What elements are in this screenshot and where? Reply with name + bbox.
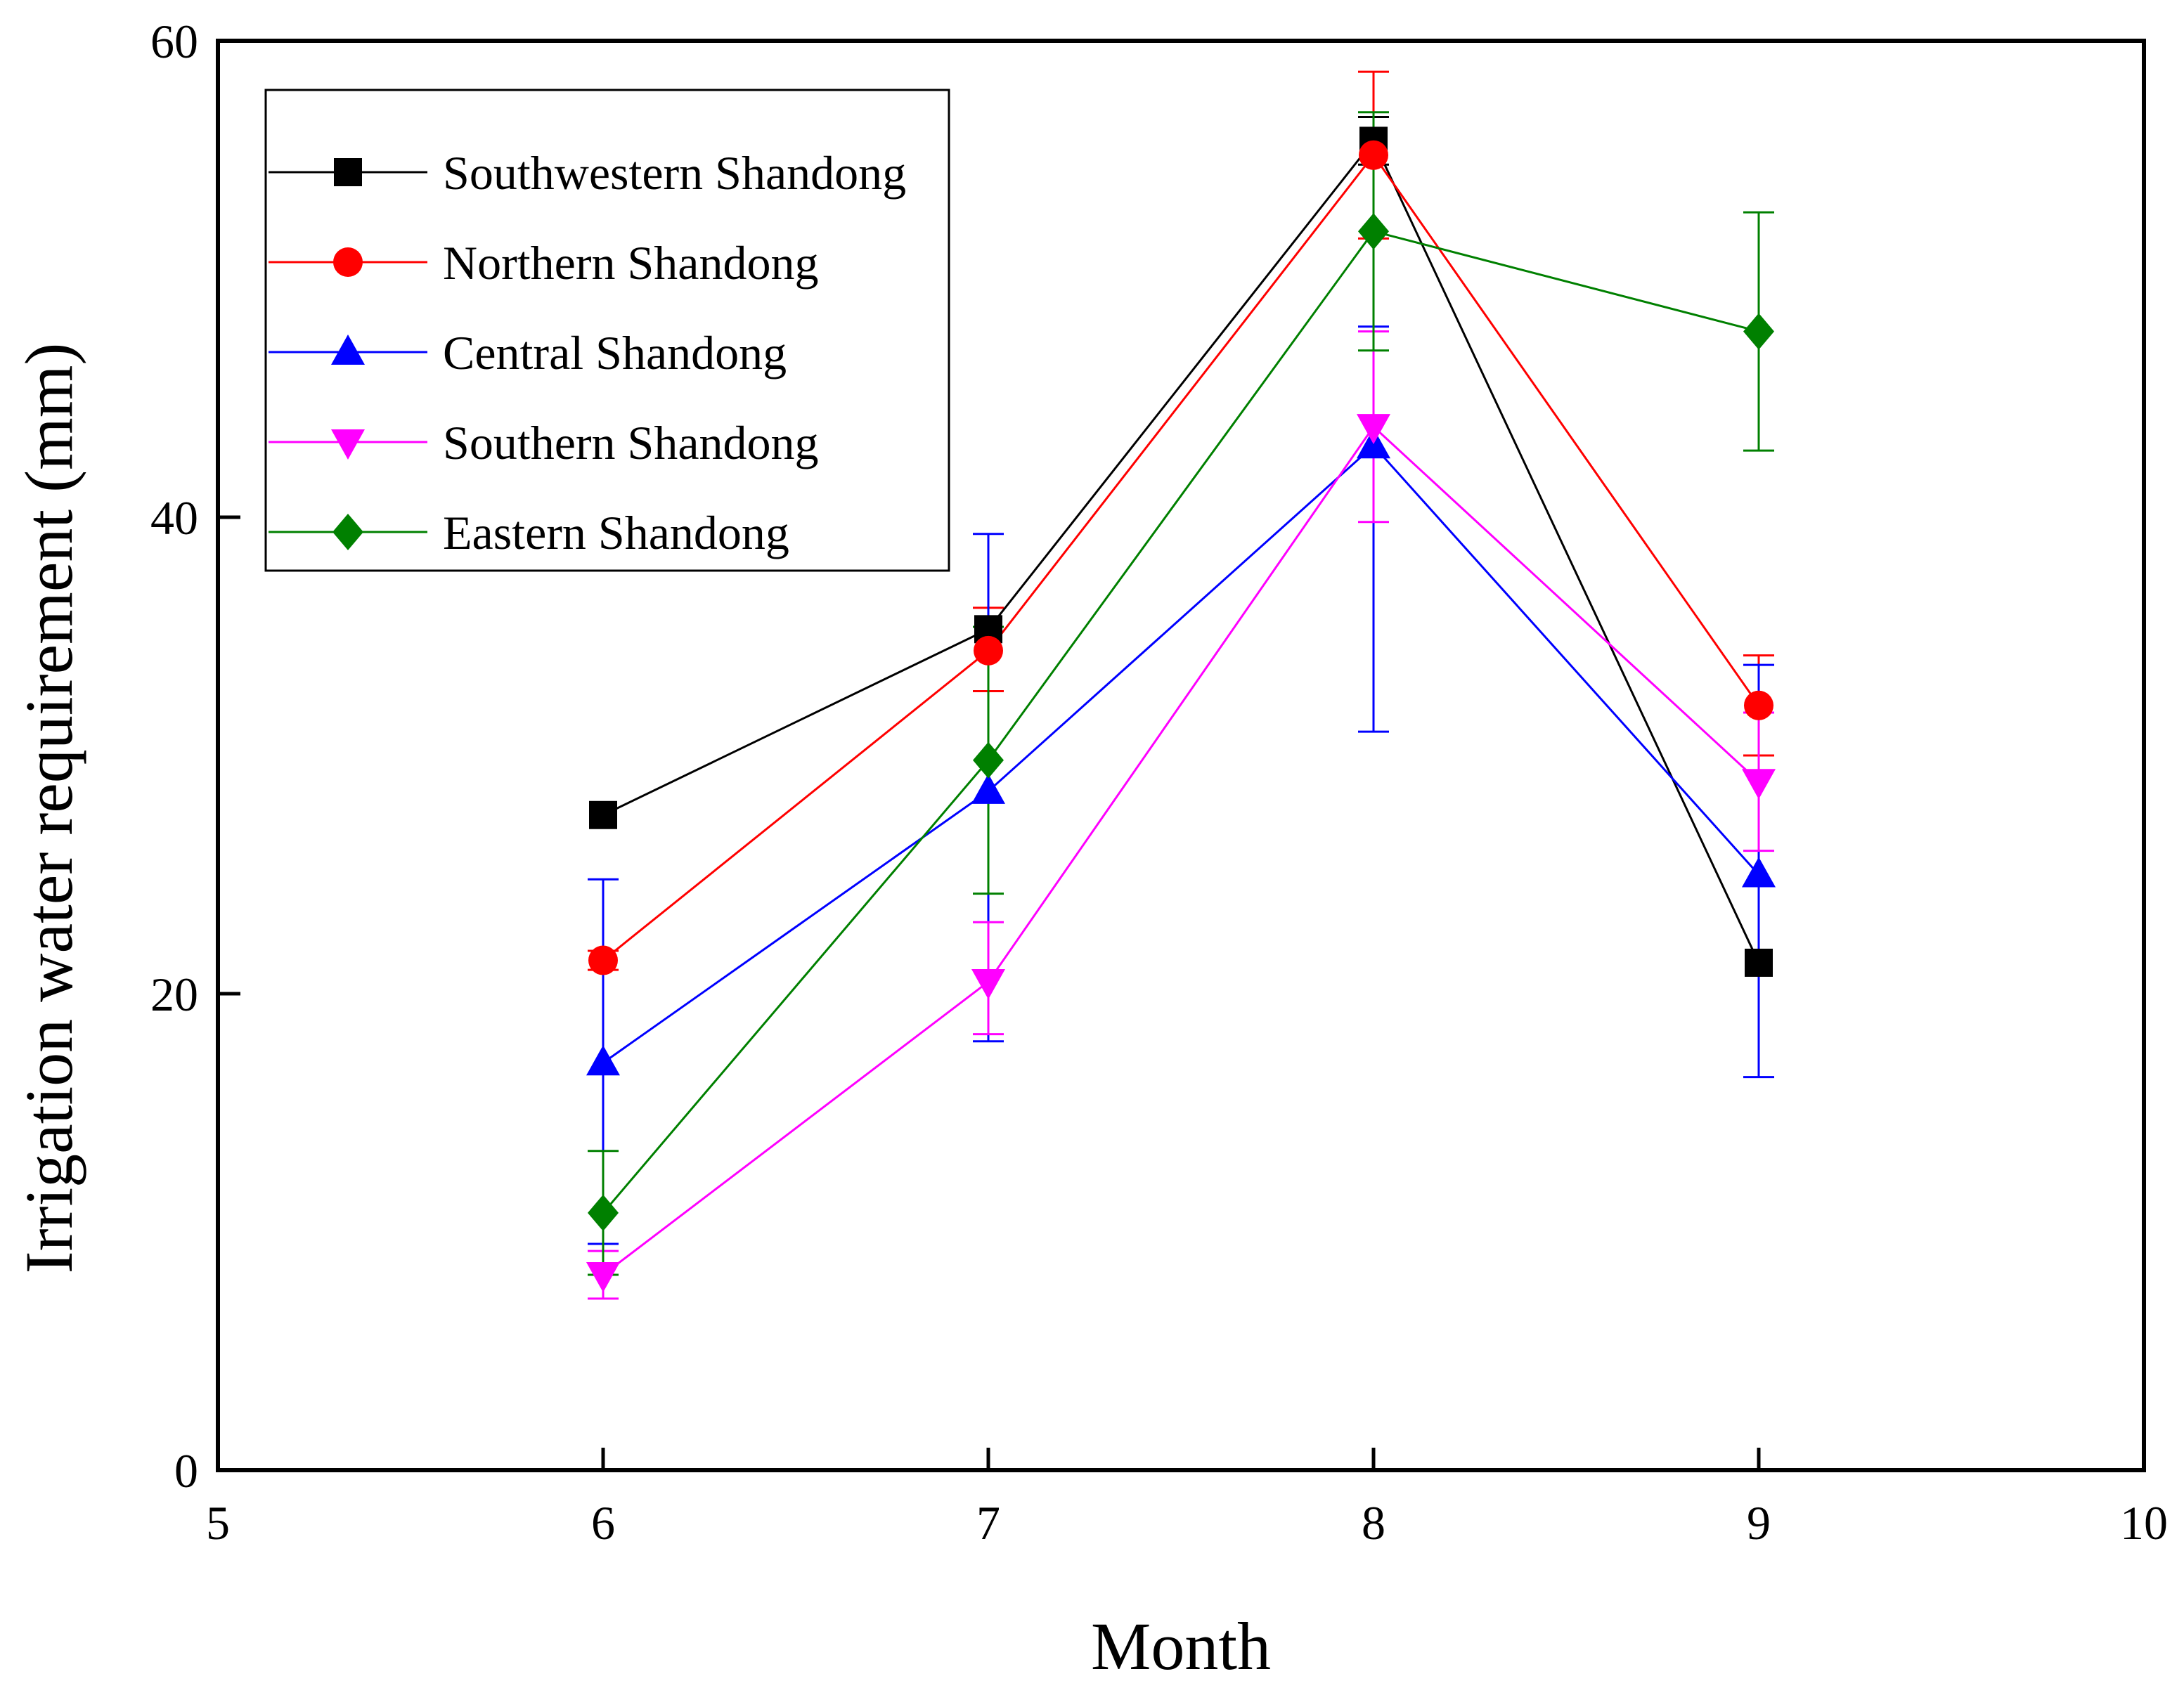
series-lines-layer <box>602 138 1760 1276</box>
legend-label-southern-shandong: Southern Shandong <box>443 416 819 469</box>
data-point-eastern-shandong-9 <box>1743 313 1774 350</box>
legend-item-eastern-shandong: Eastern Shandong <box>269 506 789 559</box>
x-tick-label-6: 6 <box>591 1496 615 1550</box>
series-line-northern-shandong <box>602 153 1760 961</box>
x-tick-label-7: 7 <box>976 1496 1000 1550</box>
data-point-central-shandong-9 <box>1742 857 1776 888</box>
data-point-eastern-shandong-8 <box>1358 213 1389 250</box>
series-line-eastern-shandong <box>602 230 1759 1214</box>
y-tick-label-60: 60 <box>150 15 198 68</box>
legend-marker-northern-shandong <box>333 247 363 277</box>
legend-items: Southwestern Shandong Northern Shandong Ce… <box>269 146 906 559</box>
legend-item-northern-shandong: Northern Shandong <box>269 236 818 290</box>
legend-item-central-shandong: Central Shandong <box>269 326 787 379</box>
y-tick-label-20: 20 <box>150 968 198 1021</box>
legend: Southwestern Shandong Northern Shandong Ce… <box>264 89 950 572</box>
legend-item-southern-shandong: Southern Shandong <box>269 416 819 469</box>
x-axis-title: Month <box>1091 1609 1271 1681</box>
legend-marker-southwestern-shandong <box>334 158 362 186</box>
series-markers-layer <box>586 126 1776 1293</box>
data-point-northern-shandong-7 <box>974 635 1003 666</box>
series-line-southwestern-shandong <box>602 138 1760 963</box>
data-point-southern-shandong-9 <box>1742 769 1776 800</box>
x-tick-label-9: 9 <box>1747 1496 1771 1550</box>
data-point-central-shandong-7 <box>971 773 1005 804</box>
data-point-eastern-shandong-7 <box>973 741 1004 779</box>
data-point-southern-shandong-6 <box>586 1262 620 1293</box>
series-line-central-shandong <box>602 444 1760 1064</box>
data-point-southern-shandong-8 <box>1357 414 1390 445</box>
legend-label-eastern-shandong: Eastern Shandong <box>443 506 789 559</box>
data-point-southwestern-shandong-6 <box>589 800 617 829</box>
data-point-northern-shandong-9 <box>1744 690 1773 720</box>
legend-marker-southern-shandong <box>331 429 365 460</box>
data-point-eastern-shandong-6 <box>588 1194 619 1231</box>
plot-frame <box>216 39 2146 1472</box>
y-axis-title: Irrigation water requirement (mm) <box>11 343 86 1274</box>
legend-item-southwestern-shandong: Southwestern Shandong <box>269 146 906 200</box>
x-tick-label-10: 10 <box>2120 1496 2168 1550</box>
axis-tick-labels-layer: 5 6 7 8 9 10 0 20 40 60 <box>150 15 2168 1550</box>
legend-label-central-shandong: Central Shandong <box>443 326 787 379</box>
legend-box <box>264 89 950 572</box>
legend-label-northern-shandong: Northern Shandong <box>443 236 818 290</box>
data-point-northern-shandong-6 <box>588 945 618 975</box>
axis-ticks-layer <box>216 39 2146 1472</box>
data-point-northern-shandong-8 <box>1359 140 1388 170</box>
x-tick-label-5: 5 <box>206 1496 230 1550</box>
y-tick-label-0: 0 <box>174 1444 198 1498</box>
legend-label-southwestern-shandong: Southwestern Shandong <box>443 146 906 200</box>
x-tick-label-8: 8 <box>1362 1496 1385 1550</box>
data-point-southern-shandong-7 <box>971 969 1005 1000</box>
legend-marker-central-shandong <box>331 335 365 365</box>
legend-marker-eastern-shandong <box>332 514 363 550</box>
series-line-southern-shandong <box>602 424 1760 1276</box>
data-point-central-shandong-6 <box>586 1045 620 1076</box>
data-point-southwestern-shandong-9 <box>1745 948 1773 977</box>
y-tick-label-40: 40 <box>150 491 198 545</box>
